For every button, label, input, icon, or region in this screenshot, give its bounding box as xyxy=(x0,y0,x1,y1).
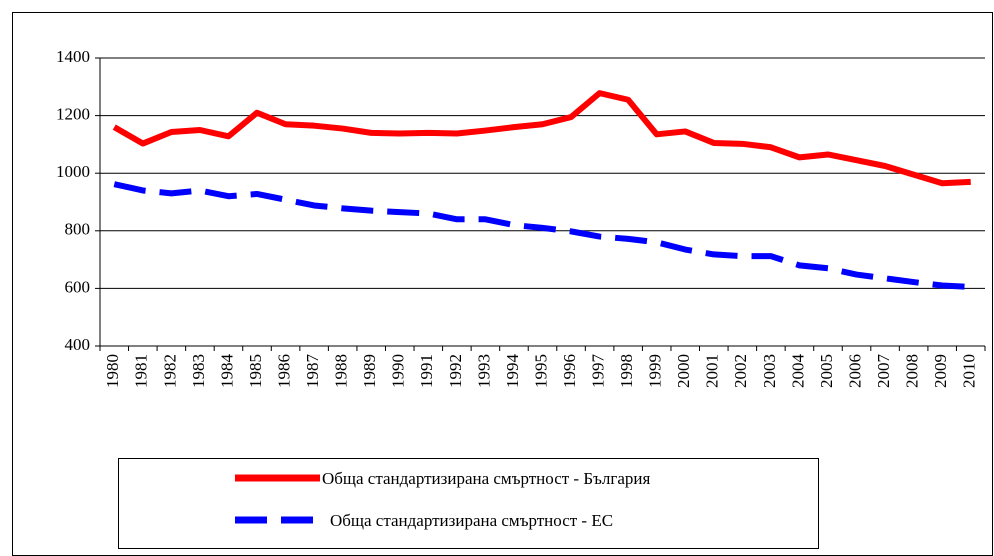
x-tick-label: 1996 xyxy=(560,354,579,388)
x-tick-label: 1986 xyxy=(274,354,293,388)
x-tick-label: 2010 xyxy=(960,354,979,388)
y-tick-label: 1000 xyxy=(56,162,90,181)
x-tick-label: 2001 xyxy=(703,354,722,388)
y-tick-label: 1400 xyxy=(56,47,90,66)
x-tick-label: 1985 xyxy=(246,354,265,388)
x-tick-label: 1981 xyxy=(132,354,151,388)
x-tick-label: 2006 xyxy=(845,354,864,388)
x-tick-label: 1990 xyxy=(389,354,408,388)
x-tick-label: 2004 xyxy=(788,354,807,389)
x-tick-label: 1983 xyxy=(189,354,208,388)
x-tick-label: 1997 xyxy=(589,354,608,389)
x-tick-label: 1982 xyxy=(160,354,179,388)
legend-box xyxy=(118,458,819,549)
x-tick-label: 1999 xyxy=(646,354,665,388)
x-tick-label: 1987 xyxy=(303,354,322,389)
line-series xyxy=(113,181,971,290)
x-tick-label: 2000 xyxy=(674,354,693,388)
y-tick-label: 800 xyxy=(65,220,91,239)
x-tick-label: 1991 xyxy=(417,354,436,388)
legend-label: Обща стандартизирана смъртност - ЕС xyxy=(330,511,613,530)
x-tick-label: 1992 xyxy=(446,354,465,388)
x-tick-label: 2007 xyxy=(874,354,893,389)
x-tick-label: 2009 xyxy=(931,354,950,388)
x-tick-label: 1984 xyxy=(217,354,236,389)
y-tick-label: 600 xyxy=(65,277,91,296)
x-tick-label: 1995 xyxy=(531,354,550,388)
x-tick-label: 1998 xyxy=(617,354,636,388)
x-tick-label: 2005 xyxy=(817,354,836,388)
x-tick-label: 1980 xyxy=(103,354,122,388)
x-tick-label: 1989 xyxy=(360,354,379,388)
x-tick-label: 1993 xyxy=(474,354,493,388)
x-tick-label: 2003 xyxy=(760,354,779,388)
x-tick-label: 2002 xyxy=(731,354,750,388)
x-tick-label: 1988 xyxy=(332,354,351,388)
line-series xyxy=(112,90,971,187)
y-tick-label: 400 xyxy=(65,335,91,354)
y-tick-label: 1200 xyxy=(56,105,90,124)
x-tick-label: 2008 xyxy=(903,354,922,388)
legend-label: Обща стандартизирана смъртност - Българи… xyxy=(322,469,650,488)
x-tick-label: 1994 xyxy=(503,354,522,389)
